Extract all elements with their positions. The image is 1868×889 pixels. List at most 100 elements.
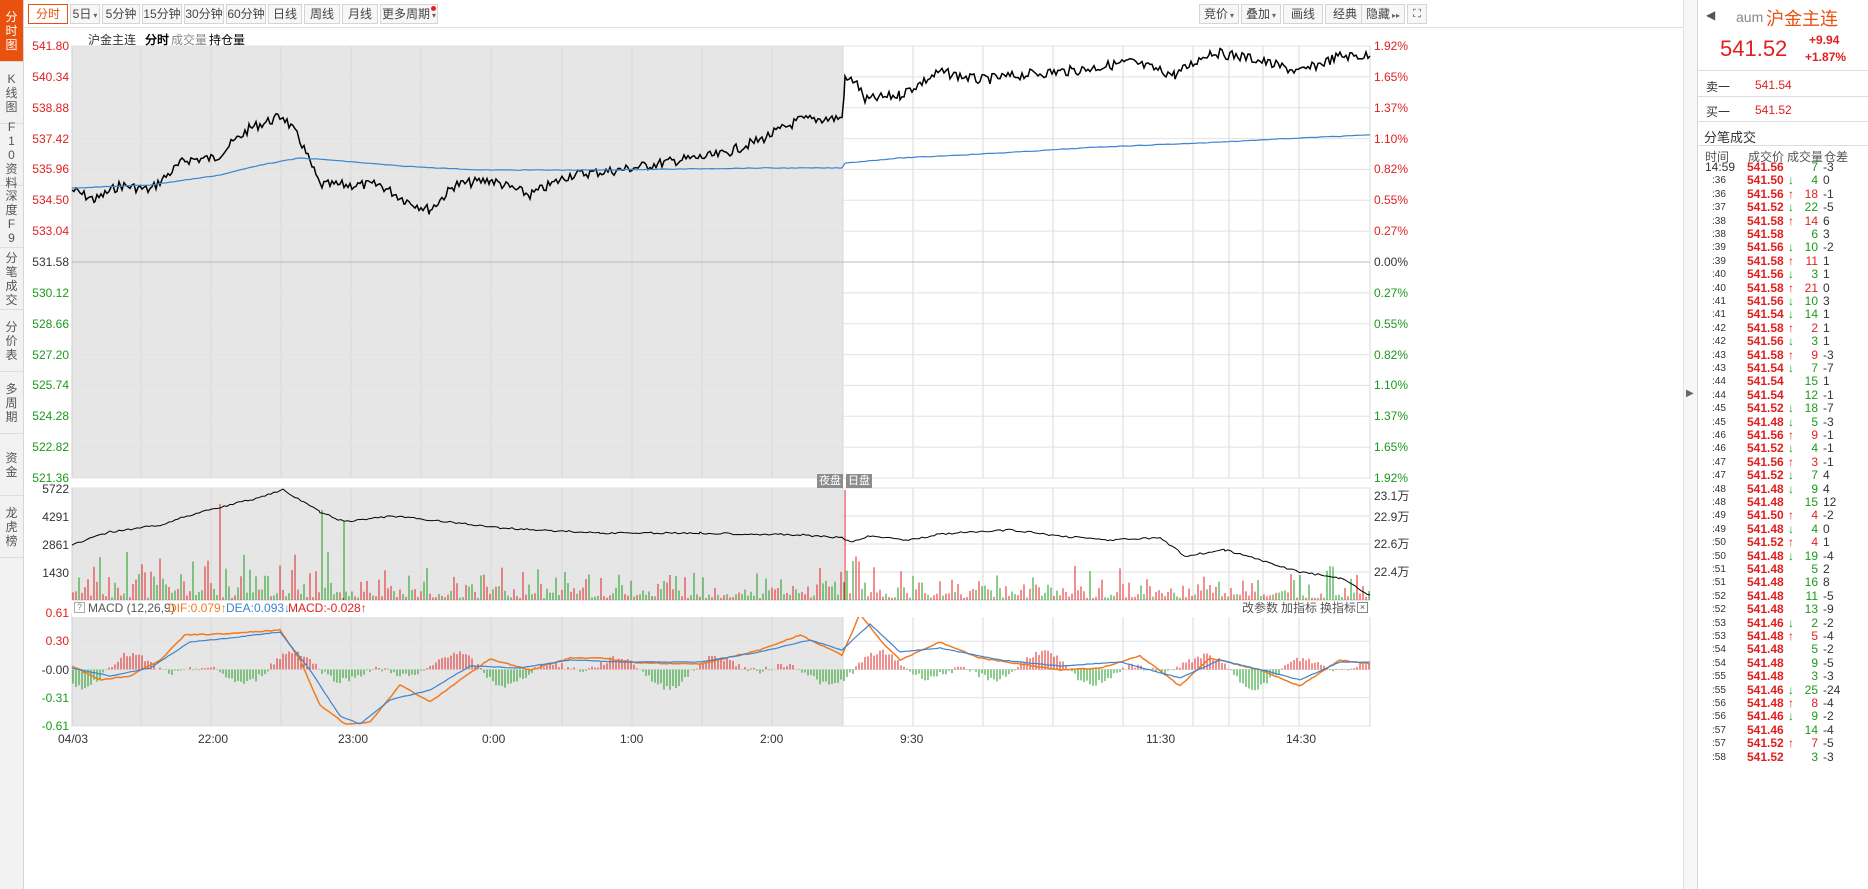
back-arrow-icon[interactable]: ◀ [1706, 8, 1716, 22]
collapse-arrow-icon[interactable]: ▶ [1686, 388, 1694, 399]
tick-oi: -5 [1823, 655, 1834, 670]
nav-item-1[interactable]: K线图 [0, 62, 23, 124]
chevron-down-icon: ▾ [1230, 11, 1235, 20]
tick-volume: 2 [1811, 320, 1818, 335]
period-button-3[interactable]: 15分钟 [142, 4, 182, 24]
tick-oi: -1 [1823, 186, 1834, 201]
tick-time: :53 [1712, 617, 1726, 629]
tick-volume: 3 [1811, 669, 1818, 684]
pct-tick: 1.65% [1374, 440, 1409, 455]
period-button-0[interactable]: 分时 [28, 4, 68, 24]
nav-item-4[interactable]: 分笔成交 [0, 248, 23, 310]
pct-tick: 1.37% [1374, 100, 1409, 115]
tick-time: :46 [1712, 443, 1726, 455]
arrow-down-icon: ↓ [1788, 682, 1794, 697]
tick-time: :56 [1712, 698, 1726, 709]
tick-price: 541.48 [1747, 562, 1784, 576]
arrow-down-icon: ↓ [1788, 441, 1794, 456]
col-price: 成交价 [1748, 150, 1785, 164]
tick-price: 541.52 [1747, 200, 1784, 215]
tick-price: 541.48 [1747, 588, 1784, 603]
period-label: 更多周期 [381, 7, 430, 21]
arrow-down-icon: ↓ [1788, 307, 1794, 322]
period-button-2[interactable]: 5分钟 [102, 4, 140, 24]
arrow-up-icon: ↑ [1788, 347, 1794, 362]
period-button-8[interactable]: 月线 [342, 4, 378, 24]
tick-time: :37 [1712, 202, 1726, 214]
tool-button-1[interactable]: 叠加 ▾ [1241, 4, 1281, 24]
arrow-up-icon: ↑ [1788, 320, 1794, 335]
nav-item-6[interactable]: 多周期 [0, 372, 23, 434]
arrow-down-icon: ↓ [1788, 615, 1794, 630]
tick-time: :40 [1712, 269, 1726, 281]
volume-toggle[interactable]: 成交量 [171, 33, 208, 47]
tick-row: :55 541.46 ↓ 25 -24 [1698, 682, 1868, 697]
tick-time: 14:59 [1705, 160, 1736, 174]
macd-title: MACD (12,26,9) [88, 601, 175, 615]
tick-oi: -2 [1823, 508, 1834, 523]
tick-price: 541.56 [1747, 454, 1784, 469]
help-icon[interactable]: ? [74, 602, 85, 613]
chart-canvas[interactable] [0, 0, 1683, 889]
quote-panel: ◀ aum 沪金主连 541.52 +9.94 +1.87% 卖一 541.54… [1697, 0, 1868, 889]
arrow-down-icon: ↓ [1788, 521, 1794, 536]
day-session-tag: 日盘 [846, 474, 872, 488]
switch-indicator-button[interactable]: 换指标 [1320, 601, 1357, 615]
nav-item-7[interactable]: 资金 [0, 434, 23, 496]
period-button-1[interactable]: 5日 ▾ [70, 4, 100, 24]
oi-tick: 23.1万 [1374, 489, 1410, 503]
mode-label[interactable]: 分时 [145, 33, 170, 47]
tick-time: :55 [1712, 684, 1726, 696]
volume-tick: 2861 [42, 538, 69, 552]
tick-time: :42 [1712, 322, 1726, 334]
oi-toggle[interactable]: 持仓量 [209, 33, 246, 47]
tick-time: :41 [1712, 296, 1726, 307]
tick-time: :50 [1712, 550, 1726, 562]
tick-row: :41 541.56 ↓ 10 3 [1698, 295, 1868, 308]
arrow-down-icon: ↓ [1788, 240, 1794, 255]
period-button-5[interactable]: 60分钟 [226, 4, 266, 24]
tick-price: 541.54 [1747, 361, 1784, 375]
nav-item-5[interactable]: 分价表 [0, 310, 23, 372]
tick-oi: -24 [1823, 682, 1841, 697]
period-button-9[interactable]: 更多周期 ▾ [380, 4, 438, 24]
period-toolbar: 分时 5日 ▾ 5分钟 15分钟 30分钟 60分钟 日线 周线 月线 更多周期 ▾ 竞价 ▾ 叠加 ▾ 画线经… [24, 0, 1694, 28]
tick-volume: 4 [1811, 173, 1818, 188]
period-button-4[interactable]: 30分钟 [184, 4, 224, 24]
close-icon[interactable]: × [1357, 602, 1368, 613]
tick-row: :38 541.58 ↑ 14 6 [1698, 214, 1868, 228]
period-button-6[interactable]: 日线 [268, 4, 302, 24]
price-tick: 533.04 [32, 224, 69, 239]
tool-button-4[interactable]: 隐藏 ▸▸ [1361, 4, 1405, 24]
tool-button-2[interactable]: 画线 [1283, 4, 1323, 24]
tick-volume: 9 [1811, 481, 1818, 496]
add-indicator-button[interactable]: 加指标 [1281, 601, 1318, 615]
period-button-7[interactable]: 周线 [304, 4, 340, 24]
time-tick: 11:30 [1146, 732, 1176, 746]
tick-oi: -7 [1823, 401, 1834, 416]
tick-oi: 1 [1823, 374, 1830, 389]
tick-time: :53 [1712, 631, 1726, 642]
macd-dif: DIF:0.079↑ [168, 601, 227, 615]
nav-item-3[interactable]: 深度F9 [0, 186, 23, 248]
nav-item-8[interactable]: 龙虎榜 [0, 496, 23, 558]
tick-row: :44 541.54 15 1 [1698, 375, 1868, 388]
sell1-label: 卖一 [1706, 80, 1731, 94]
nav-item-0[interactable]: 分时图 [0, 0, 23, 62]
tick-oi: -5 [1823, 736, 1834, 751]
tick-oi: 1 [1823, 334, 1830, 349]
tick-price: 541.58 [1747, 347, 1784, 362]
fullscreen-icon[interactable]: ⛶ [1407, 4, 1427, 24]
panel-divider[interactable]: ▶ [1683, 0, 1697, 889]
tick-volume: 5 [1811, 562, 1818, 576]
tick-volume: 15 [1804, 374, 1818, 389]
tick-row: :41 541.54 ↓ 14 1 [1698, 308, 1868, 321]
tick-price: 541.56 [1747, 294, 1784, 308]
change-params-button[interactable]: 改参数 [1242, 601, 1279, 615]
tool-button-0[interactable]: 竞价 ▾ [1199, 4, 1239, 24]
arrow-up-icon: ↑ [1788, 454, 1794, 469]
tool-button-3[interactable]: 经典 [1325, 4, 1365, 24]
dea-line [71, 622, 1371, 725]
tick-price: 541.56 [1747, 160, 1784, 174]
arrow-down-icon: ↓ [1788, 709, 1794, 724]
